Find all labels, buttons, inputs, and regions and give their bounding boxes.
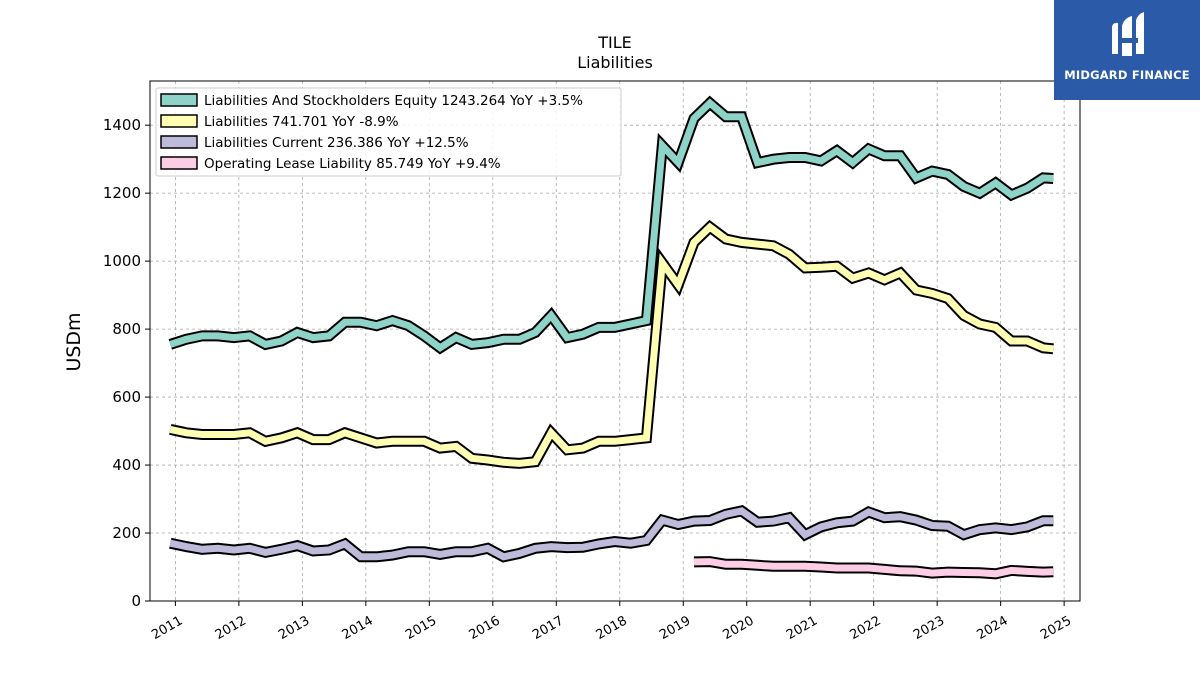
legend-swatch bbox=[160, 156, 198, 170]
series-layer bbox=[168, 95, 1054, 580]
y-tick-label: 600 bbox=[112, 388, 141, 406]
x-tick-label: 2019 bbox=[657, 613, 693, 643]
x-tick-label: 2016 bbox=[467, 613, 503, 643]
series-line-2 bbox=[169, 507, 1054, 561]
x-tick-label: 2023 bbox=[911, 613, 947, 643]
chart-subtitle: Liabilities bbox=[577, 53, 653, 72]
x-axis: 2011 2012 2013 2014 2015 2016 2017 2018 2019 2020… bbox=[149, 601, 1074, 643]
legend: Liabilities And Stockholders Equity 1243… bbox=[155, 87, 622, 177]
legend-frame bbox=[155, 87, 622, 177]
x-tick-label: 2013 bbox=[276, 613, 312, 643]
chart-title: TILE bbox=[597, 33, 632, 52]
brand-name: MIDGARD FINANCE bbox=[1064, 68, 1190, 82]
x-tick-label: 2022 bbox=[848, 613, 884, 643]
midgard-logo-icon bbox=[1112, 12, 1144, 56]
y-tick-label: 1200 bbox=[103, 184, 141, 202]
x-tick-label: 2025 bbox=[1038, 613, 1074, 643]
legend-entry: Operating Lease Liability 85.749 YoY +9.… bbox=[204, 156, 501, 172]
x-tick-label: 2015 bbox=[403, 613, 439, 643]
y-tick-label: 1000 bbox=[103, 252, 141, 270]
legend-swatch bbox=[160, 93, 198, 107]
x-tick-label: 2012 bbox=[213, 613, 249, 643]
series-line-3 bbox=[693, 558, 1054, 578]
x-tick-label: 2011 bbox=[149, 613, 185, 643]
x-tick-label: 2014 bbox=[340, 613, 376, 643]
y-tick-label: 400 bbox=[112, 456, 141, 474]
x-tick-label: 2020 bbox=[721, 613, 757, 643]
brand-logo: MIDGARD FINANCE bbox=[1054, 0, 1200, 100]
legend-entry: Liabilities And Stockholders Equity 1243… bbox=[204, 93, 583, 109]
y-tick-label: 200 bbox=[112, 524, 141, 542]
x-tick-label: 2021 bbox=[784, 613, 820, 643]
legend-swatch bbox=[160, 114, 198, 128]
plot-frame bbox=[149, 80, 1081, 602]
legend-entry: Liabilities 741.701 YoY -8.9% bbox=[204, 114, 399, 130]
y-axis-label: USDm bbox=[63, 312, 85, 371]
y-axis: 0 200 400 600 800 1000 1200 1400 bbox=[103, 116, 150, 610]
y-tick-label: 1400 bbox=[103, 116, 141, 134]
legend-entry: Liabilities Current 236.386 YoY +12.5% bbox=[204, 135, 469, 151]
x-tick-label: 2017 bbox=[530, 613, 566, 643]
series-line-0 bbox=[169, 98, 1054, 353]
legend-swatch bbox=[160, 135, 198, 149]
series-line-1 bbox=[169, 222, 1054, 467]
x-tick-label: 2024 bbox=[974, 613, 1010, 643]
x-tick-label: 2018 bbox=[594, 613, 630, 643]
y-tick-label: 0 bbox=[131, 592, 141, 610]
y-tick-label: 800 bbox=[112, 320, 141, 338]
